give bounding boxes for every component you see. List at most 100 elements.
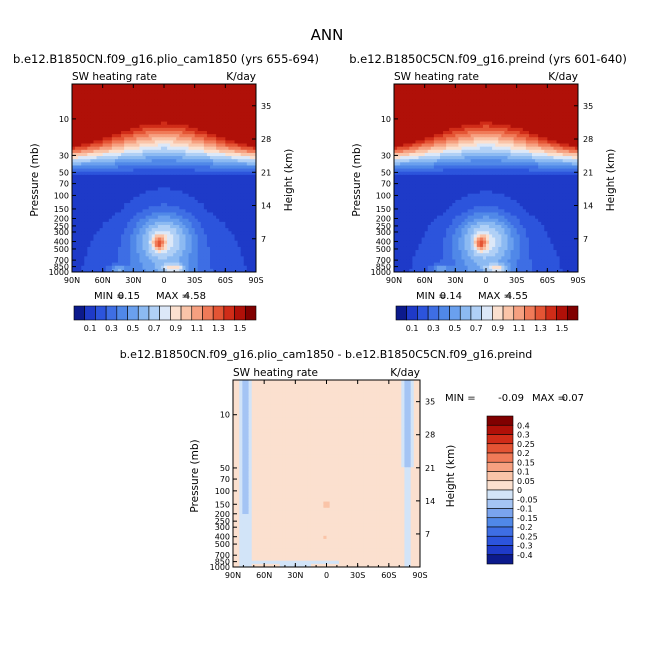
field-cell xyxy=(547,115,551,119)
field-cell xyxy=(121,231,125,235)
field-cell xyxy=(446,102,450,107)
field-cell xyxy=(443,124,447,129)
field-cell xyxy=(246,228,251,232)
field-cell xyxy=(111,228,116,232)
field-cell xyxy=(154,243,159,248)
field-cell xyxy=(114,178,119,182)
field-cell xyxy=(87,243,91,248)
field-cell xyxy=(167,146,171,151)
field-cell xyxy=(504,115,508,119)
field-cell xyxy=(75,127,79,132)
field-cell xyxy=(200,246,205,251)
field-cell xyxy=(114,215,119,220)
field-cell xyxy=(206,127,211,132)
field-cell xyxy=(111,187,116,191)
field-cell xyxy=(133,131,137,135)
field-cell xyxy=(246,240,251,245)
field-cell xyxy=(93,159,97,163)
field-cell xyxy=(397,149,401,154)
field-cell xyxy=(118,156,122,160)
field-cell xyxy=(231,140,235,144)
field-cell xyxy=(240,87,245,91)
field-cell xyxy=(84,149,88,154)
field-cell xyxy=(111,152,116,157)
field-cell xyxy=(206,121,211,126)
field-cell xyxy=(72,240,76,245)
field-cell xyxy=(544,149,548,154)
field-cell xyxy=(114,190,119,195)
field-cell xyxy=(102,137,107,141)
field-cell xyxy=(231,190,235,195)
field-cell xyxy=(443,143,447,148)
field-cell xyxy=(176,96,180,101)
field-cell xyxy=(185,171,189,176)
field-cell xyxy=(532,152,536,157)
field-cell xyxy=(124,134,128,138)
field-cell xyxy=(75,171,79,176)
field-cell xyxy=(151,93,156,97)
field-cell xyxy=(139,162,143,166)
field-cell xyxy=(127,118,131,122)
field-cell xyxy=(203,152,208,157)
field-cell xyxy=(249,112,254,116)
field-cell xyxy=(84,246,88,251)
field-cell xyxy=(197,259,202,263)
field-cell xyxy=(108,93,113,97)
field-cell xyxy=(145,162,150,166)
field-cell xyxy=(553,121,557,126)
field-cell xyxy=(87,134,91,138)
field-cell xyxy=(167,218,171,223)
field-cell xyxy=(133,152,137,157)
field-cell xyxy=(87,93,91,97)
field-cell xyxy=(240,243,245,248)
field-cell xyxy=(130,199,134,204)
field-cell xyxy=(173,156,177,160)
field-cell xyxy=(464,152,468,157)
field-cell xyxy=(412,152,416,157)
field-cell xyxy=(105,171,110,176)
field-cell xyxy=(84,162,88,166)
field-cell xyxy=(145,93,150,97)
field-cell xyxy=(182,90,186,94)
field-cell xyxy=(571,149,576,154)
field-cell xyxy=(188,156,192,160)
field-cell xyxy=(249,162,254,166)
field-cell xyxy=(433,146,438,151)
field-cell xyxy=(160,203,165,207)
field-cell xyxy=(102,140,107,144)
field-cell xyxy=(222,256,226,260)
field-cell xyxy=(522,105,527,110)
field-cell xyxy=(237,96,242,101)
field-cell xyxy=(228,187,232,191)
field-cell xyxy=(234,168,238,173)
field-cell xyxy=(194,87,199,91)
field-cell xyxy=(206,196,211,201)
field-cell xyxy=(105,87,110,91)
field-cell xyxy=(249,215,254,220)
field-cell xyxy=(176,237,180,242)
field-cell xyxy=(249,149,254,154)
field-cell xyxy=(188,118,192,122)
field-cell xyxy=(519,152,524,157)
field-cell xyxy=(213,199,217,204)
field-cell xyxy=(93,268,97,273)
field-cell xyxy=(565,105,570,110)
field-cell xyxy=(114,262,119,267)
units-label-diff: K/day xyxy=(390,367,420,379)
field-cell xyxy=(176,218,180,223)
field-cell xyxy=(142,109,146,113)
field-cell xyxy=(210,109,214,113)
field-cell xyxy=(225,178,229,182)
field-cell xyxy=(222,156,226,160)
field-cell xyxy=(93,184,97,188)
field-cell xyxy=(102,174,107,179)
field-cell xyxy=(571,121,576,126)
field-cell xyxy=(96,225,100,229)
ylabel-preind: Pressure (mb) xyxy=(351,143,363,216)
field-cell xyxy=(105,96,110,101)
field-cell xyxy=(568,118,573,122)
field-cell xyxy=(403,90,407,94)
field-cell xyxy=(93,262,97,267)
field-cell xyxy=(458,112,462,116)
field-cell xyxy=(246,112,251,116)
